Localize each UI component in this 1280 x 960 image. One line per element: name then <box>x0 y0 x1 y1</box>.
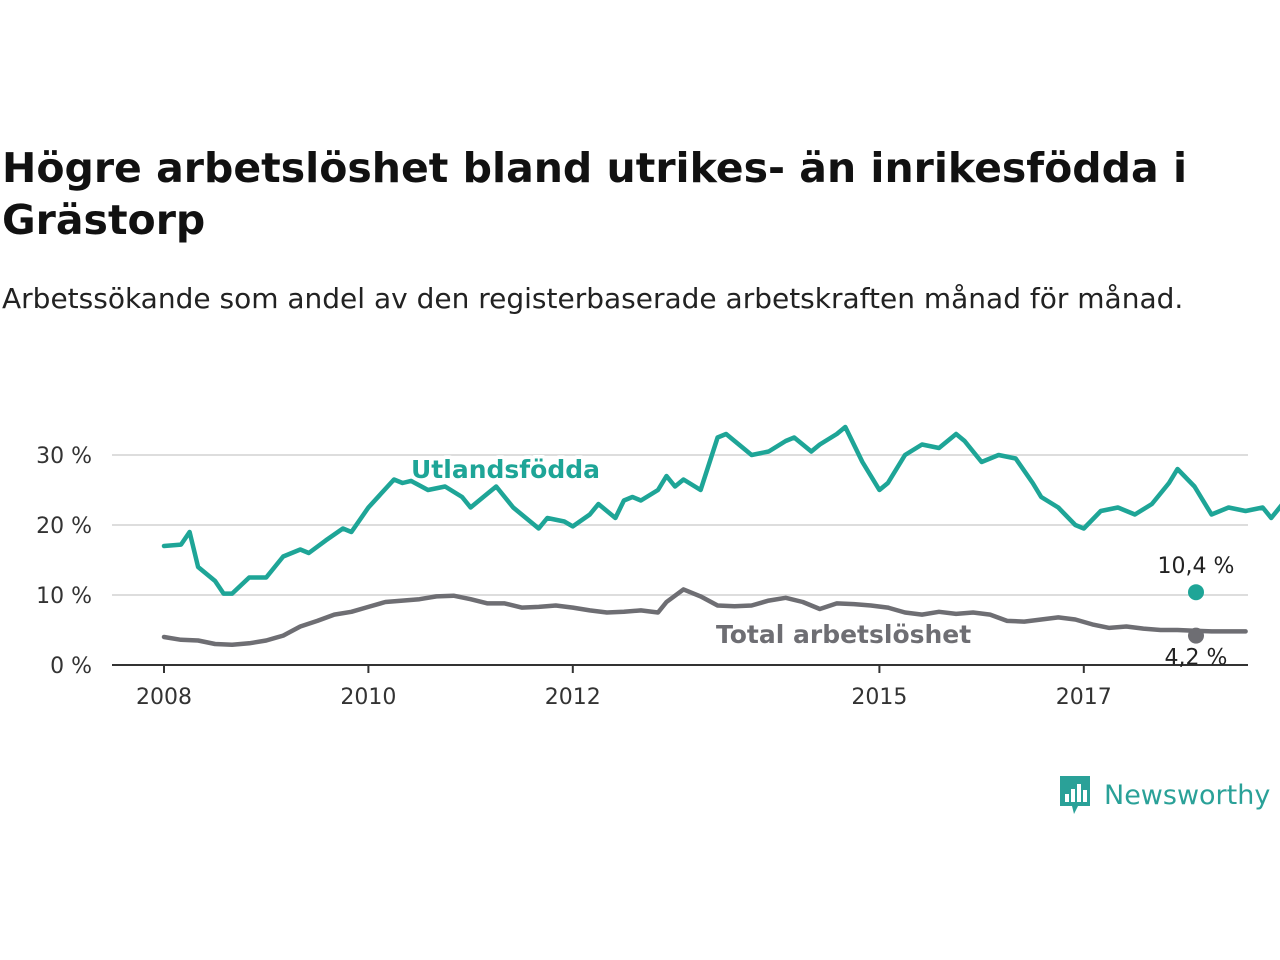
series-label-total-halo: Total arbetslöshet <box>716 620 971 649</box>
series-label-utlandsfodda-halo: Utlandsfödda <box>411 455 600 484</box>
y-tick-label: 10 % <box>36 584 92 609</box>
chart-title: Högre arbetslöshet bland utrikes- än inr… <box>2 144 1187 244</box>
x-tick-label: 2010 <box>340 685 396 710</box>
series-label-utlandsfodda: Utlandsfödda <box>411 455 600 484</box>
x-tick-label: 2015 <box>851 685 907 710</box>
chart-subtitle: Arbetssökande som andel av den registerb… <box>2 282 1184 315</box>
series-label-total: Total arbetslöshet <box>716 620 971 649</box>
line-chart: 0 %10 %20 %30 %2008201020122015201720202… <box>36 424 1280 710</box>
end-label-utlandsfodda: 10,4 % <box>1158 554 1235 579</box>
end-label-total: 4,2 % <box>1165 646 1228 671</box>
series-line-utlandsfodda <box>161 424 1280 596</box>
y-tick-label: 30 % <box>36 444 92 469</box>
y-tick-label: 20 % <box>36 514 92 539</box>
y-tick-label: 0 % <box>50 654 92 679</box>
brand-name: Newsworthy <box>1104 779 1271 811</box>
newsworthy-brand: Newsworthy <box>1058 772 1270 818</box>
newsworthy-bar-chart-logo-icon <box>1060 776 1090 814</box>
end-marker-utlandsfodda <box>1188 584 1204 601</box>
x-tick-label: 2017 <box>1056 685 1112 710</box>
end-marker-total <box>1188 627 1204 644</box>
x-tick-label: 2008 <box>136 685 192 710</box>
x-tick-label: 2012 <box>545 685 601 710</box>
series-line-total <box>161 587 1248 647</box>
